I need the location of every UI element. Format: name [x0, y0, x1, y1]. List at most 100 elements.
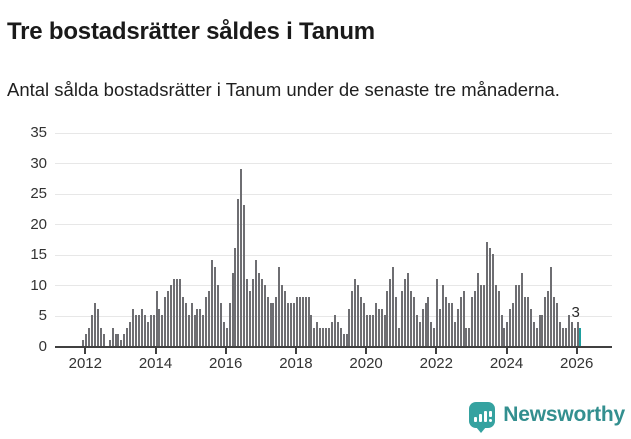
bar [140, 309, 143, 346]
bar [345, 333, 348, 346]
bar [512, 303, 515, 346]
bar [377, 309, 380, 346]
bar [386, 290, 389, 346]
x-axis-tick [154, 348, 157, 354]
bar [178, 278, 181, 346]
bar [436, 278, 439, 346]
bar [304, 297, 307, 346]
bar [158, 309, 161, 346]
highlight-bar [579, 327, 582, 346]
bar [541, 315, 544, 346]
bar [368, 315, 371, 346]
bar [167, 290, 170, 346]
bar [228, 303, 231, 346]
bar [526, 297, 529, 346]
bar [468, 327, 471, 346]
y-axis-tick-label: 25 [30, 185, 47, 203]
bar [401, 290, 404, 346]
bar [532, 321, 535, 346]
bar [462, 290, 465, 346]
bar [316, 321, 319, 346]
bar [363, 303, 366, 346]
bar [132, 309, 135, 346]
newsworthy-logo: Newsworthy [469, 402, 625, 433]
bar [135, 315, 138, 346]
y-axis-tick-label: 10 [30, 276, 47, 294]
bar [202, 315, 205, 346]
bar [155, 290, 158, 346]
bar [269, 303, 272, 346]
bar [111, 327, 114, 346]
bar [371, 315, 374, 346]
bar [439, 309, 442, 346]
x-axis-tick [84, 348, 87, 354]
y-axis-tick-label: 0 [38, 338, 47, 355]
bar [184, 303, 187, 346]
bar [82, 339, 85, 346]
x-axis-tick-label: 2024 [489, 355, 524, 372]
bar [418, 321, 421, 346]
bar [290, 303, 292, 346]
bar [556, 303, 559, 346]
bar [292, 303, 295, 346]
bar [421, 309, 424, 346]
bar [231, 272, 234, 346]
y-axis-tick-label: 30 [30, 154, 47, 172]
bar [559, 321, 561, 346]
bar [278, 266, 281, 346]
bar [216, 284, 219, 346]
gridline [55, 315, 612, 317]
bar [298, 297, 301, 346]
logo-bar-icon [484, 411, 488, 422]
bar [491, 254, 494, 346]
bar [398, 327, 401, 346]
x-axis-tick-label: 2012 [68, 355, 102, 372]
bar [374, 303, 377, 346]
bar [187, 315, 190, 346]
bar [260, 278, 263, 346]
bar [181, 297, 184, 346]
bar [161, 315, 164, 346]
bar [94, 303, 97, 346]
bar [348, 309, 351, 346]
bar [339, 327, 342, 346]
bar [544, 297, 547, 346]
newsworthy-logo-text: Newsworthy [503, 403, 625, 426]
bar [561, 327, 564, 346]
page-title: Tre bostadsrätter såldes i Tanum [7, 18, 375, 46]
bar [354, 278, 357, 346]
bar [295, 297, 298, 346]
bar [550, 266, 553, 346]
bar [456, 309, 459, 346]
bar [366, 315, 369, 346]
bar [225, 327, 228, 346]
bar [205, 297, 208, 346]
bar [266, 297, 269, 346]
bar [453, 321, 456, 346]
bar [123, 333, 126, 346]
bar [573, 327, 576, 346]
bar [442, 284, 445, 346]
bar [126, 327, 129, 346]
bar [108, 339, 111, 346]
bar [149, 315, 152, 346]
bar [567, 315, 570, 346]
logo-exclamation-icon [489, 411, 493, 417]
bar [257, 272, 260, 346]
gridline [55, 163, 612, 165]
bar [482, 284, 485, 346]
bar [547, 290, 550, 346]
bar [99, 327, 102, 346]
bar [389, 278, 392, 346]
bar [307, 297, 310, 346]
bar [380, 309, 383, 346]
bar [485, 242, 488, 346]
bar [488, 248, 491, 346]
y-axis-tick-label: 15 [30, 246, 47, 264]
bar [450, 303, 453, 346]
y-axis-tick-label: 5 [38, 307, 47, 325]
x-axis-tick-label: 2014 [138, 355, 173, 372]
x-axis-tick [365, 348, 368, 354]
logo-bar-icon [479, 414, 483, 422]
